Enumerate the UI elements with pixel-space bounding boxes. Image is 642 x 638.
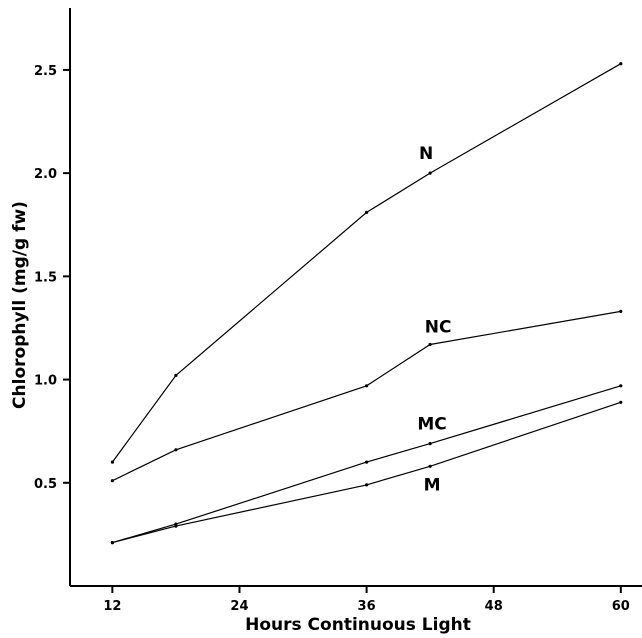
- point-n-36: [365, 210, 369, 214]
- series-line-n: [111, 63, 622, 463]
- y-tick-label-2.0: 2.0: [34, 167, 57, 182]
- y-tick-label-1.5: 1.5: [34, 270, 57, 285]
- point-n-60: [619, 62, 623, 66]
- point-n-42: [428, 171, 432, 175]
- point-m-18: [174, 524, 178, 528]
- series-line-mc: [112, 385, 621, 544]
- y-tick-label-1.0: 1.0: [34, 374, 57, 389]
- y-tick-label-0.5: 0.5: [34, 477, 57, 492]
- point-mc-60: [619, 384, 623, 388]
- x-tick-label-12: 12: [103, 599, 121, 614]
- y-tick-label-2.5: 2.5: [34, 64, 57, 79]
- point-nc-42: [428, 342, 432, 347]
- x-ticks: 12 24 36 48 60: [103, 586, 630, 614]
- point-nc-18: [174, 448, 178, 452]
- x-tick-label-24: 24: [230, 599, 248, 614]
- series-label-n: N: [419, 144, 433, 164]
- series-label-m: M: [424, 475, 441, 495]
- x-tick-label-48: 48: [485, 599, 503, 614]
- point-n-12: [110, 460, 114, 464]
- point-nc-36: [365, 384, 369, 388]
- point-m-12: [110, 541, 114, 545]
- y-axis-title: Chlorophyll (mg/g fw): [10, 201, 30, 409]
- y-ticks: 0.5 1.0 1.5 2.0 2.5: [34, 64, 70, 492]
- point-m-60: [619, 400, 623, 404]
- point-m-42: [428, 464, 432, 468]
- point-n-18: [174, 373, 178, 377]
- axes: [69, 8, 642, 587]
- point-mc-36: [365, 460, 369, 464]
- x-axis-title: Hours Continuous Light: [245, 615, 471, 635]
- point-nc-60: [619, 309, 623, 313]
- series-layer: N NC MC M: [110, 62, 623, 545]
- series-line-m: [112, 401, 621, 544]
- x-tick-label-60: 60: [612, 599, 630, 614]
- series-label-mc: MC: [417, 415, 446, 435]
- series-line-nc: [112, 310, 621, 482]
- x-tick-label-36: 36: [358, 599, 376, 614]
- point-nc-12: [110, 479, 114, 483]
- series-label-nc: NC: [425, 318, 452, 338]
- point-m-36: [365, 483, 369, 487]
- point-mc-42: [428, 442, 432, 446]
